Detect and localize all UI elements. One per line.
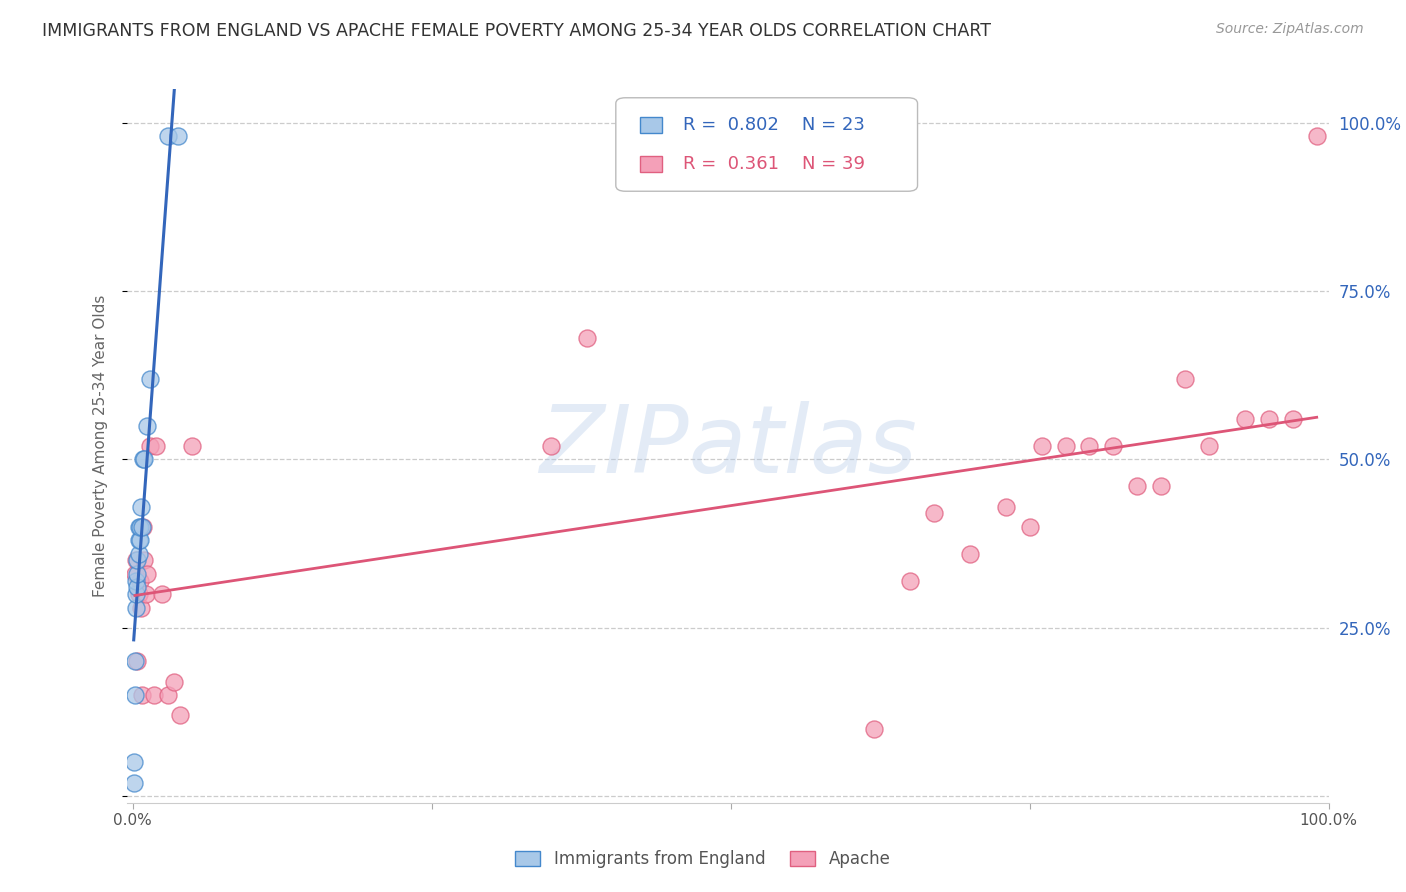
Point (127, 566, 149, 581)
Point (125, 574, 148, 588)
Point (143, 688, 166, 702)
Point (122, 756, 145, 770)
Point (128, 587, 150, 601)
Point (152, 587, 174, 601)
Y-axis label: Female Poverty Among 25-34 Year Olds: Female Poverty Among 25-34 Year Olds (93, 295, 108, 597)
Point (132, 520, 155, 534)
Point (1150, 479, 1173, 493)
Point (139, 439, 162, 453)
Point (540, 439, 562, 453)
Point (169, 708, 191, 723)
Point (124, 566, 146, 581)
Point (122, 775, 145, 789)
Point (1257, 412, 1279, 426)
Point (1305, 129, 1327, 144)
Point (135, 587, 157, 601)
Legend: Immigrants from England, Apache: Immigrants from England, Apache (509, 844, 897, 875)
Point (576, 331, 599, 345)
Point (145, 439, 167, 453)
Text: R =  0.802    N = 23: R = 0.802 N = 23 (683, 116, 865, 134)
Point (135, 566, 157, 581)
Point (129, 500, 152, 514)
Text: Source: ZipAtlas.com: Source: ZipAtlas.com (1216, 22, 1364, 37)
Point (135, 418, 157, 433)
Point (1031, 439, 1053, 453)
Point (157, 129, 180, 144)
Point (128, 520, 150, 534)
Point (1078, 439, 1101, 453)
Point (863, 722, 886, 736)
Point (1198, 439, 1220, 453)
Point (1054, 439, 1077, 453)
Text: R =  0.361    N = 39: R = 0.361 N = 39 (683, 155, 865, 173)
Point (1126, 479, 1149, 493)
Point (167, 129, 190, 144)
Point (128, 574, 150, 588)
Point (181, 439, 204, 453)
Point (1018, 520, 1040, 534)
Point (124, 655, 146, 669)
Point (163, 674, 186, 689)
Point (128, 520, 150, 534)
Point (127, 655, 149, 669)
Point (129, 600, 152, 615)
Point (898, 574, 921, 588)
FancyBboxPatch shape (640, 156, 662, 172)
FancyBboxPatch shape (616, 98, 918, 191)
Point (131, 520, 153, 534)
Point (1102, 439, 1125, 453)
Point (922, 506, 945, 520)
FancyBboxPatch shape (640, 117, 662, 133)
Point (994, 500, 1017, 514)
Point (139, 372, 162, 386)
Text: ZIPatlas: ZIPatlas (538, 401, 917, 491)
Point (157, 688, 180, 702)
Point (1281, 412, 1303, 426)
Point (128, 533, 150, 548)
Text: IMMIGRANTS FROM ENGLAND VS APACHE FEMALE POVERTY AMONG 25-34 YEAR OLDS CORRELATI: IMMIGRANTS FROM ENGLAND VS APACHE FEMALE… (42, 22, 991, 40)
Point (131, 688, 153, 702)
Point (127, 553, 149, 567)
Point (128, 533, 150, 548)
Point (1174, 372, 1197, 386)
Point (134, 553, 156, 567)
Point (132, 452, 155, 467)
Point (125, 600, 148, 615)
Point (128, 547, 150, 561)
Point (124, 688, 146, 702)
Point (1233, 412, 1256, 426)
Point (134, 452, 156, 467)
Point (125, 553, 148, 567)
Point (125, 587, 148, 601)
Point (959, 547, 981, 561)
Point (127, 580, 149, 594)
